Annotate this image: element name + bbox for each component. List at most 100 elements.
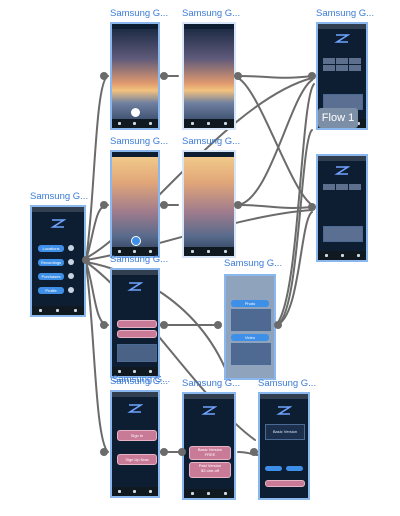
connector-node[interactable] [308,203,316,211]
nav-bar [32,306,84,315]
frame-title: Samsung G... [112,374,171,385]
gallery-card[interactable] [323,226,363,242]
video-button[interactable]: Video [231,334,269,341]
video-image [184,157,234,256]
nav-bar [112,487,158,496]
nav-bar [184,489,234,498]
status-bar [32,207,84,212]
frame-title: Samsung G... [182,8,241,19]
connector-node[interactable] [100,448,108,456]
purchases-button[interactable]: Purchases [38,273,64,280]
connector-node[interactable] [100,321,108,329]
nav-bar [112,119,158,128]
app-logo-icon [50,219,66,228]
frame-title: Samsung G... [182,136,241,147]
frame-profile[interactable]: Samsung G... Basic Version [258,378,316,500]
connector-node[interactable] [160,448,168,456]
flow-label: Flow 1 [318,108,358,128]
screen-media-select: Photo Video [224,274,276,380]
status-bar [318,24,366,29]
purchase-option-1[interactable] [117,320,157,328]
profile-action-button[interactable] [265,480,305,487]
connector-node[interactable] [308,72,316,80]
basic-version-label: Basic Version [197,447,223,452]
profile-plan-card: Basic Version [265,424,305,440]
frame-title: Samsung G... [110,8,169,19]
profile-icon [68,287,74,293]
nav-bar [184,247,234,256]
screen-photo-preview [182,22,236,130]
screen-auth: Sign In Sign Up Now [110,390,160,498]
frame-title: Samsung G... [182,378,241,389]
connector-node[interactable] [82,256,90,264]
frame-title: Samsung G... [258,378,317,389]
connector-node[interactable] [160,321,168,329]
connector-node[interactable] [160,201,168,209]
paid-version-button[interactable]: Paid Version $3 one-off [189,462,231,478]
purchase-option-2[interactable] [117,330,157,338]
connector-node[interactable] [214,321,222,329]
status-bar [112,270,158,275]
frame-title: Samsung G... [110,254,169,265]
nav-bar [184,119,234,128]
app-logo-icon [276,406,292,415]
screen-video-preview [182,150,236,258]
frame-video-preview[interactable]: Samsung G... [182,136,240,258]
connector-node[interactable] [100,201,108,209]
locations-button[interactable]: Locations [38,245,64,252]
connector-node[interactable] [250,448,258,456]
frame-media-select[interactable]: Samsung G... Photo Video [224,258,282,380]
photo-button[interactable]: Photo [231,300,269,307]
status-bar [260,394,308,399]
connector-node[interactable] [274,321,282,329]
purchase-preview [117,344,157,362]
basic-version-button[interactable]: Basic Version FREE [189,446,231,460]
profile-option-2[interactable] [286,466,303,471]
nav-bar [318,251,366,260]
frame-video[interactable]: Samsung G... [110,136,168,258]
screen-video [110,150,160,258]
gallery-grid[interactable] [323,58,361,71]
nav-bar [112,247,158,256]
app-logo-icon [334,166,350,175]
frame-gallery-2[interactable]: Samsung G... [316,154,368,262]
recordings-button[interactable]: Recordings [38,259,64,266]
frame-home[interactable]: Samsung G... Locations Recordings Purcha… [30,191,88,317]
connector-node[interactable] [160,72,168,80]
location-icon [68,245,74,251]
photo-image [184,29,234,128]
connector-node[interactable] [100,72,108,80]
app-logo-icon [127,282,143,291]
sign-in-button[interactable]: Sign In [117,430,157,441]
status-bar [318,156,366,161]
screen-camera [110,22,160,130]
profile-plan-title: Basic Version [272,429,298,434]
paid-version-detail: $3 one-off [201,468,219,473]
profile-button[interactable]: Profile [38,287,64,294]
frame-title: Samsung G... [224,258,283,269]
screen-version: Basic Version FREE Paid Version $3 one-o… [182,392,236,500]
frame-version[interactable]: Samsung G... Basic Version FREE Paid Ver… [182,378,240,500]
sign-up-button[interactable]: Sign Up Now [117,454,157,465]
connector-node[interactable] [234,201,242,209]
connector-node[interactable] [234,72,242,80]
basic-version-price: FREE [204,452,216,457]
connector-node[interactable] [178,448,186,456]
video-thumbnail [231,343,271,365]
purchase-icon [68,273,74,279]
nav-bar [112,367,158,376]
frame-auth[interactable]: Samsung G... Sign In Sign Up Now [110,376,168,498]
frame-title: Samsung G... [316,8,375,19]
gallery-grid[interactable] [323,184,361,190]
frame-title: Samsung G... [110,136,169,147]
record-button[interactable] [131,236,141,246]
app-logo-icon [127,404,143,413]
photo-thumbnail [231,309,271,331]
frame-purchases[interactable]: Samsung G... [110,254,168,378]
frame-photo-preview[interactable]: Samsung G... [182,8,240,130]
shutter-button[interactable] [131,108,140,117]
screen-gallery-2 [316,154,368,262]
frame-title: Samsung G... [30,191,89,202]
frame-camera[interactable]: Samsung G... [110,8,168,130]
profile-option-1[interactable] [265,466,282,471]
